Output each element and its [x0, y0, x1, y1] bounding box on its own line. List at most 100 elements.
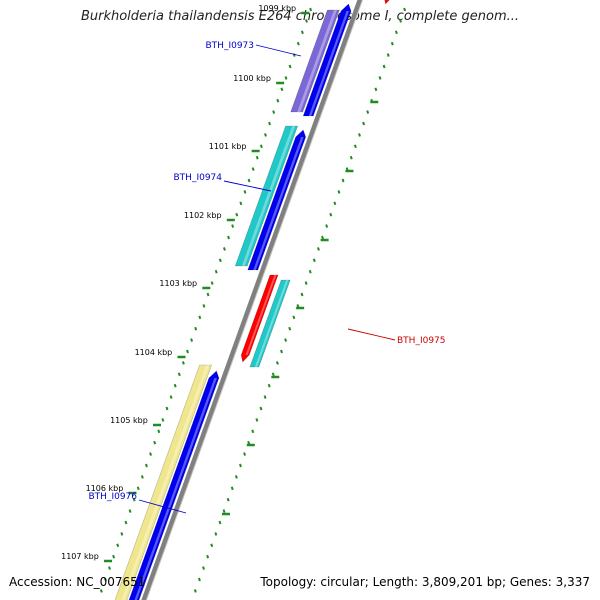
tick-mark [99, 589, 103, 593]
tick-mark [259, 406, 263, 411]
gene-label[interactable]: BTH_I0975 [397, 336, 446, 346]
tick-mark [128, 509, 132, 513]
tick-mark [190, 338, 194, 342]
tick-mark [206, 292, 210, 297]
tick-mark [305, 19, 308, 23]
gene-bth-i0973[interactable] [290, 9, 340, 113]
gene-bth-i0975[interactable] [240, 274, 279, 363]
tick-mark [132, 497, 136, 502]
tick-mark [341, 178, 345, 183]
tick-mark [288, 326, 292, 331]
tick-mark [202, 304, 206, 308]
tick-mark [268, 121, 272, 126]
tick-mark [275, 361, 279, 365]
tick-mark [333, 201, 337, 206]
accession-text: Accession: NC_007651 [9, 575, 146, 589]
tick-mark [206, 554, 210, 559]
gene-label-leader [138, 499, 187, 514]
tick-mark [226, 497, 230, 502]
tick-mark [321, 235, 324, 240]
tick-mark [108, 566, 111, 570]
gene-label[interactable]: BTH_I0976 [89, 492, 138, 502]
tick-mark [161, 418, 165, 422]
cds-bth-i0976-highlight [134, 378, 217, 600]
kbp-label: 1103 kbp [159, 279, 197, 288]
tick-marks: 1099 kbp 1100 kbp 1101 kbp 1102 kbp 1103 kbp… [61, 4, 407, 593]
gene-label-leader [255, 44, 302, 57]
tick-mark [239, 463, 242, 468]
tick-mark [145, 463, 148, 468]
tick-mark [136, 486, 140, 491]
tick-mark [243, 190, 247, 194]
tick-mark [231, 224, 235, 228]
gene-bth-i0974[interactable] [234, 125, 299, 267]
cds-bth-i0974-highlight [253, 137, 304, 270]
kbp-label: 1104 kbp [135, 348, 173, 357]
tick-mark [235, 212, 239, 217]
gene-label-leader [347, 328, 396, 341]
tick-mark [366, 110, 370, 114]
cds-bth-i0974[interactable] [247, 129, 306, 271]
gene-label[interactable]: BTH_I0974 [174, 173, 223, 183]
tick-mark [337, 190, 341, 194]
tick-mark [263, 395, 267, 399]
tick-mark [157, 429, 161, 434]
cds-bth-i0975-highlight [254, 280, 289, 367]
tick-mark [198, 315, 202, 320]
tick-mark [103, 577, 107, 582]
tick-mark [230, 486, 234, 491]
backbone-edge [145, 0, 364, 600]
tick-mark [362, 121, 366, 126]
tick-mark [353, 144, 357, 149]
tick-mark [284, 76, 288, 80]
tick-mark [267, 383, 271, 388]
tick-mark [251, 429, 255, 434]
tick-mark [300, 30, 304, 35]
gene-top-reverse[interactable] [384, 0, 395, 5]
cds-bth-i0976[interactable] [125, 370, 220, 600]
tick-mark [120, 532, 124, 536]
tick-mark [197, 577, 201, 582]
map-title: Burkholderia thailandensis E264 chromoso… [80, 9, 520, 24]
tick-mark [173, 383, 177, 388]
gene-bth-i0974-highlight [241, 126, 296, 266]
tick-mark [116, 543, 120, 548]
cds-bth-i0973-highlight [308, 11, 350, 116]
gene-labels: BTH_I0973 BTH_I0974 BTH_I0975 BTH_I0976 [89, 41, 446, 514]
tick-mark [382, 64, 386, 69]
tick-mark [243, 452, 247, 456]
tick-mark [247, 440, 251, 445]
tick-mark [288, 64, 292, 69]
cds-bth-i0973[interactable] [302, 3, 352, 117]
tick-mark [280, 349, 283, 354]
tick-mark [296, 41, 300, 46]
kbp-label: 1106 kbp [86, 484, 124, 493]
kbp-label: 1100 kbp [233, 74, 271, 83]
tick-mark [153, 440, 157, 445]
tick-mark [218, 258, 222, 263]
gene-bth-i0976[interactable] [111, 364, 213, 600]
kbp-label: 1099 kbp [258, 4, 296, 13]
tick-mark [149, 452, 153, 456]
gene-bth-i0973-highlight [297, 10, 337, 112]
tick-mark [247, 178, 251, 183]
tick-mark [214, 269, 218, 274]
tick-mark [222, 247, 226, 251]
tick-mark [202, 566, 205, 570]
tick-mark [292, 315, 296, 320]
chromosome-backbone [141, 0, 364, 600]
tick-mark [169, 395, 173, 399]
cds-bth-i0975[interactable] [249, 279, 291, 368]
tick-mark [329, 212, 333, 217]
tick-mark [210, 281, 214, 285]
gene-label[interactable]: BTH_I0973 [206, 41, 255, 51]
tick-mark [259, 144, 263, 149]
tick-mark [312, 258, 316, 263]
gene-bth-i0975-highlight [245, 275, 277, 355]
genome-summary: Topology: circular; Length: 3,809,201 bp… [260, 575, 590, 589]
gene-features[interactable] [111, 0, 394, 600]
tick-mark [316, 247, 320, 251]
tick-mark [140, 475, 144, 479]
tick-mark [276, 98, 280, 103]
